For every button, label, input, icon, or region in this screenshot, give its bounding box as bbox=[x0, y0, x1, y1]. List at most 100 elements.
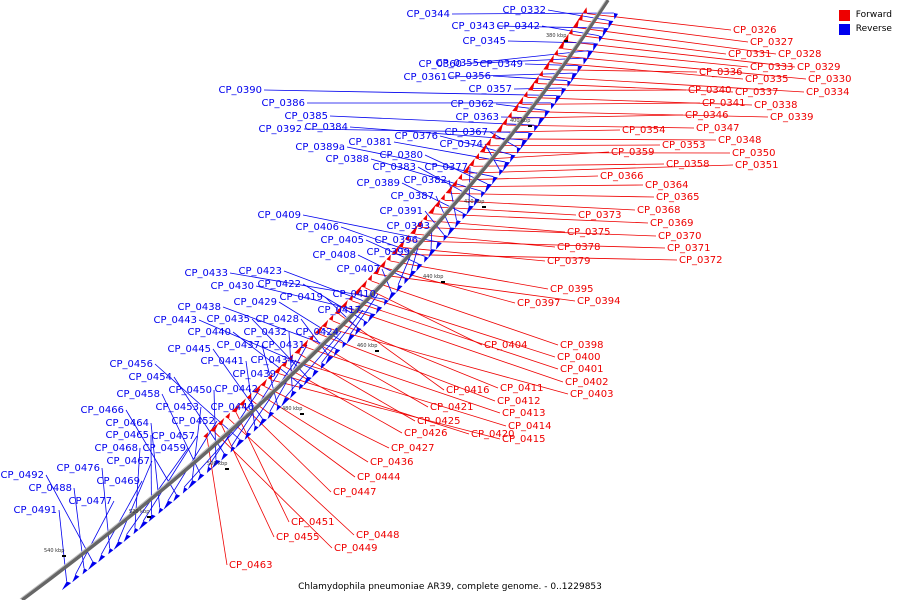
reverse-gene-label: CP_0384 bbox=[305, 122, 348, 133]
forward-leader-line bbox=[319, 333, 496, 402]
forward-leader-line bbox=[562, 48, 749, 68]
forward-gene-arrow bbox=[252, 384, 262, 394]
reverse-gene-label: CP_0374 bbox=[440, 139, 483, 150]
forward-leader-line bbox=[332, 320, 499, 389]
forward-gene-label: CP_0375 bbox=[567, 227, 610, 238]
forward-gene-label: CP_0427 bbox=[391, 443, 434, 454]
forward-gene-label: CP_0365 bbox=[656, 192, 699, 203]
reverse-leader-line bbox=[58, 509, 68, 582]
reverse-gene-label: CP_0405 bbox=[321, 235, 364, 246]
reverse-gene-arrow bbox=[276, 404, 282, 411]
reverse-gene-arrow bbox=[499, 169, 504, 176]
legend-forward-label: Forward bbox=[855, 10, 892, 20]
reverse-gene-label: CP_0441 bbox=[201, 356, 244, 367]
forward-gene-label: CP_0394 bbox=[577, 296, 620, 307]
forward-gene-label: CP_0378 bbox=[557, 242, 600, 253]
reverse-gene-label: CP_0424 bbox=[296, 327, 339, 338]
reverse-gene-arrow bbox=[320, 362, 326, 370]
reverse-gene-label: CP_0385 bbox=[285, 111, 328, 122]
reverse-gene-arrow bbox=[424, 256, 429, 263]
forward-gene-label: CP_0395 bbox=[550, 284, 593, 295]
forward-gene-arrow bbox=[225, 412, 231, 420]
reverse-gene-label: CP_0435 bbox=[207, 314, 250, 325]
reverse-gene-arrow bbox=[173, 494, 181, 502]
reverse-gene-arrow bbox=[253, 425, 259, 432]
forward-leader-line bbox=[264, 386, 390, 449]
reverse-leader-line bbox=[302, 214, 438, 243]
reverse-gene-label: CP_0442 bbox=[215, 384, 258, 395]
forward-gene-label: CP_0371 bbox=[667, 243, 710, 254]
forward-gene-label: CP_0420 bbox=[471, 429, 514, 440]
reverse-gene-label: CP_0388 bbox=[326, 154, 369, 165]
forward-gene-label: CP_0414 bbox=[508, 421, 551, 432]
reverse-gene-label: CP_0492 bbox=[1, 470, 44, 481]
reverse-gene-arrow bbox=[148, 514, 156, 522]
reverse-gene-arrow bbox=[267, 411, 275, 420]
forward-gene-label: CP_0347 bbox=[696, 123, 739, 134]
forward-leader-line bbox=[527, 97, 753, 106]
reverse-gene-label: CP_0380 bbox=[380, 150, 423, 161]
forward-gene-label: CP_0444 bbox=[357, 472, 400, 483]
reverse-gene-arrow bbox=[443, 234, 448, 242]
forward-gene-arrow bbox=[367, 274, 373, 282]
forward-gene-label: CP_0436 bbox=[370, 457, 413, 468]
forward-gene-arrow bbox=[391, 244, 400, 255]
forward-gene-label: CP_0333 bbox=[750, 62, 793, 73]
reverse-gene-label: CP_0419 bbox=[280, 292, 323, 303]
forward-gene-label: CP_0425 bbox=[417, 416, 460, 427]
forward-gene-arrow bbox=[428, 204, 436, 214]
forward-gene-arrow bbox=[239, 398, 246, 407]
forward-gene-label: CP_0335 bbox=[745, 74, 788, 85]
reverse-gene-arrow bbox=[435, 241, 442, 250]
forward-gene-arrow bbox=[281, 359, 288, 367]
reverse-gene-label: CP_0409 bbox=[258, 210, 301, 221]
reverse-gene-arrow bbox=[537, 117, 545, 128]
reverse-gene-arrow bbox=[454, 220, 461, 229]
reverse-gene-arrow bbox=[404, 277, 409, 285]
reverse-gene-label: CP_0363 bbox=[456, 112, 499, 123]
forward-gene-arrow bbox=[496, 122, 504, 132]
forward-leader-line bbox=[271, 379, 501, 440]
reverse-gene-label: CP_0382 bbox=[404, 175, 447, 186]
reverse-leader-line bbox=[346, 146, 494, 177]
reverse-gene-arrow bbox=[481, 191, 486, 198]
reverse-gene-label: CP_0465 bbox=[106, 430, 149, 441]
reverse-gene-label: CP_0432 bbox=[244, 327, 287, 338]
reverse-gene-arrow bbox=[491, 176, 498, 185]
reverse-leader-line bbox=[300, 318, 330, 357]
tick-mark bbox=[441, 281, 445, 283]
reverse-gene-label: CP_0349 bbox=[480, 59, 523, 70]
forward-leader-line bbox=[257, 392, 369, 463]
reverse-gene-label: CP_0440 bbox=[188, 327, 231, 338]
reverse-gene-arrow bbox=[544, 110, 550, 119]
tick-label: 380 kbp bbox=[546, 33, 566, 39]
reverse-gene-arrow bbox=[447, 227, 455, 237]
reverse-gene-label: CP_0423 bbox=[239, 266, 282, 277]
reverse-gene-label: CP_0453 bbox=[156, 402, 199, 413]
tick-mark bbox=[300, 413, 304, 415]
reverse-gene-label: CP_0445 bbox=[168, 344, 211, 355]
forward-gene-label: CP_0341 bbox=[702, 98, 745, 109]
reverse-gene-arrow bbox=[598, 35, 603, 42]
reverse-gene-label: CP_0357 bbox=[469, 84, 512, 95]
reverse-gene-arrow bbox=[298, 383, 304, 391]
reverse-gene-label: CP_0468 bbox=[95, 443, 138, 454]
reverse-gene-arrow bbox=[342, 341, 347, 349]
map-caption: Chlamydophila pneumoniae AR39, complete … bbox=[298, 582, 602, 592]
forward-gene-label: CP_0401 bbox=[560, 364, 603, 375]
forward-gene-arrow bbox=[321, 319, 329, 328]
forward-leader-line bbox=[467, 164, 734, 174]
tick-mark bbox=[147, 516, 151, 518]
forward-gene-label: CP_0400 bbox=[557, 352, 600, 363]
reverse-gene-label: CP_0450 bbox=[169, 385, 212, 396]
reverse-gene-label: CP_0452 bbox=[172, 416, 215, 427]
reverse-swatch bbox=[838, 23, 850, 35]
reverse-gene-arrow bbox=[608, 20, 614, 29]
forward-gene-label: CP_0370 bbox=[658, 231, 701, 242]
tick-label: 500 kbp bbox=[207, 461, 227, 467]
reverse-gene-label: CP_0456 bbox=[110, 359, 153, 370]
forward-leader-line bbox=[377, 273, 576, 302]
forward-leader-line bbox=[517, 110, 769, 118]
forward-gene-label: CP_0336 bbox=[699, 67, 742, 78]
forward-gene-label: CP_0402 bbox=[565, 377, 608, 388]
